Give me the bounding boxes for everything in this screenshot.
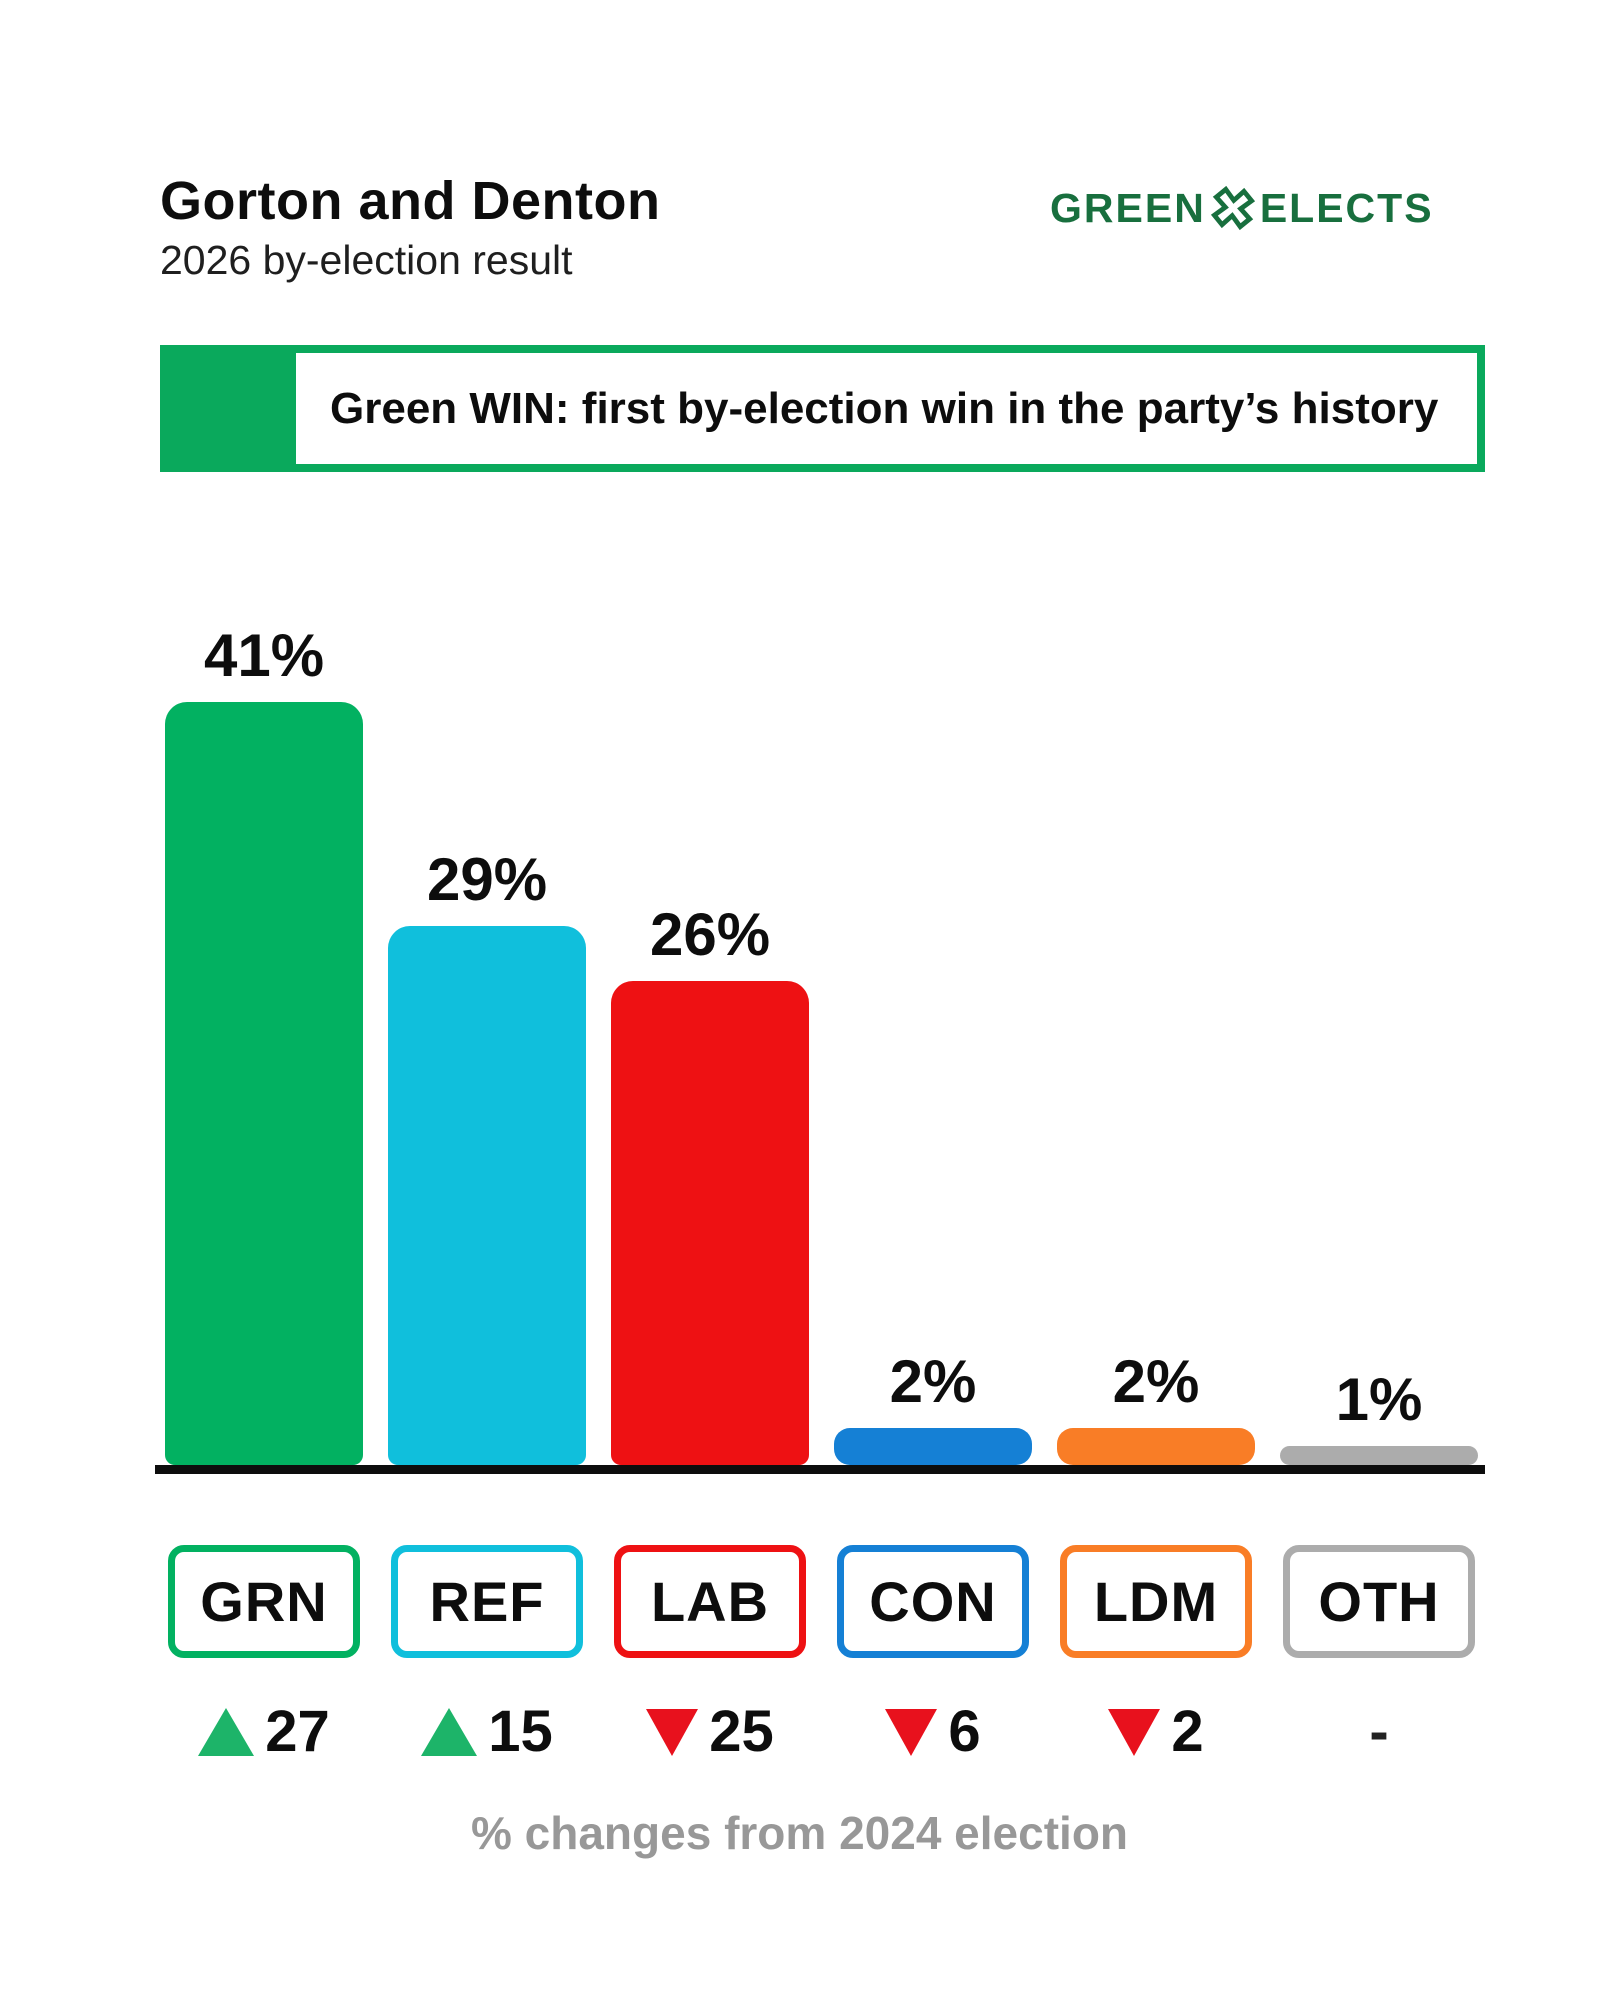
legend-box-ldm: LDM [1060,1545,1252,1658]
brand-logo: GREEN ELECTS [1050,182,1434,234]
bar-con [834,1427,1032,1465]
logo-text-green: GREEN [1050,184,1206,231]
change-value-ref: 15 [488,1699,553,1764]
down-triangle-icon [646,1708,699,1756]
banner-text: Green WIN: first by-election win in the … [330,383,1439,433]
bar-ref [388,925,586,1465]
bar-value-ref: 29% [426,845,548,913]
legend-box-oth: OTH [1283,1545,1475,1658]
ballot-x-icon [1210,185,1255,231]
x-axis-line [155,1465,1485,1474]
change-value-ldm: 2 [1171,1699,1204,1764]
change-value-con: 6 [948,1699,981,1764]
change-con: 6 [783,1700,1083,1764]
change-value-grn: 27 [265,1699,330,1764]
change-ldm: 2 [1006,1700,1306,1764]
bar-oth [1280,1446,1478,1465]
bar-grn [165,702,363,1465]
legend-label-con: CON [869,1570,997,1633]
page-subtitle: 2026 by-election result [160,237,573,283]
legend-label-grn: GRN [200,1570,328,1633]
logo-text-elects: ELECTS [1259,184,1434,231]
legend-box-lab: LAB [614,1545,806,1658]
down-triangle-icon [1108,1708,1161,1756]
up-triangle-icon [198,1708,255,1756]
bar-value-con: 2% [889,1347,977,1415]
headline-banner: Green WIN: first by-election win in the … [160,345,1485,472]
legend-label-ldm: LDM [1093,1570,1219,1633]
banner-accent-block [168,353,296,464]
bar-value-grn: 41% [203,622,325,690]
bar-ldm [1057,1427,1255,1465]
change-oth: - [1229,1700,1529,1764]
down-triangle-icon [885,1708,938,1756]
change-lab: 25 [560,1700,860,1764]
legend-box-grn: GRN [168,1545,360,1658]
chart-caption: % changes from 2024 election [470,1807,1129,1859]
up-triangle-icon [421,1708,478,1756]
page-title: Gorton and Denton [160,171,661,231]
bar-value-oth: 1% [1335,1366,1423,1434]
legend-box-con: CON [837,1545,1029,1658]
change-ref: 15 [337,1700,637,1764]
legend-label-oth: OTH [1318,1570,1440,1633]
change-grn: 27 [114,1700,414,1764]
change-value-oth: - [1369,1699,1389,1764]
legend-label-ref: REF [429,1570,545,1633]
bar-value-lab: 26% [649,901,771,969]
bar-lab [611,981,809,1465]
legend-box-ref: REF [391,1545,583,1658]
bar-value-ldm: 2% [1112,1347,1200,1415]
legend-label-lab: LAB [650,1570,770,1633]
change-value-lab: 25 [709,1699,774,1764]
